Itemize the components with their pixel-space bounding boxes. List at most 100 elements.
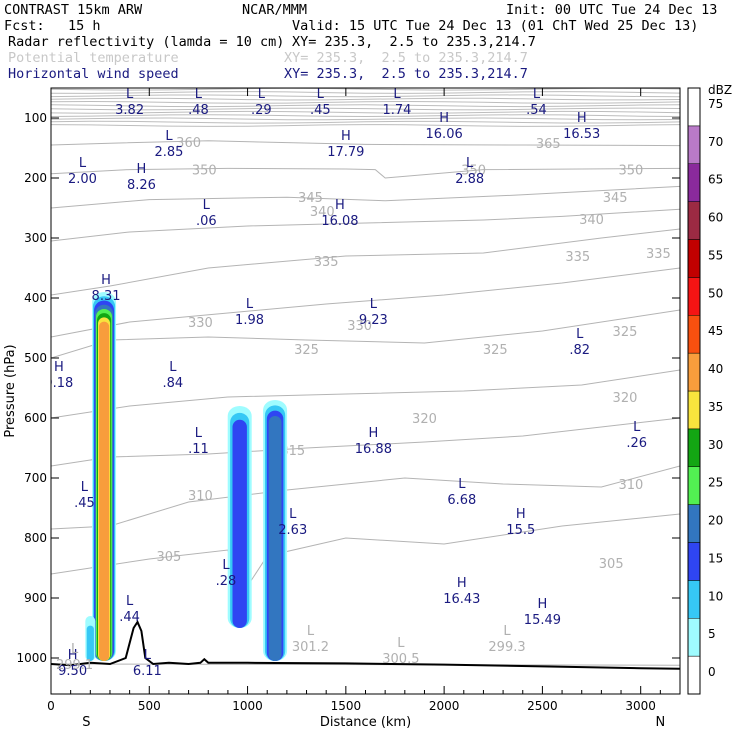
- colorbar-level-label: 70: [708, 135, 723, 149]
- x-tick-label: 1500: [331, 699, 362, 713]
- theta-extremum-value: 299.3: [488, 640, 525, 655]
- field-2-xy: XY= 235.3, 2.5 to 235.3,214.7: [284, 50, 528, 66]
- colorbar-swatch-5: [687, 618, 701, 657]
- wind-extremum-l-symbol: L: [144, 648, 152, 663]
- wind-extremum-value: 17.79: [327, 145, 364, 160]
- wind-extremum-h-symbol: H: [335, 198, 345, 213]
- wind-extremum-value: 15.49: [524, 613, 561, 628]
- wind-extremum-value: 1.98: [235, 313, 264, 328]
- upper-theta-contour: [51, 110, 680, 114]
- colorbar-swatch-65: [687, 163, 701, 202]
- colorbar-level-label: 25: [708, 476, 723, 490]
- theta-label: 340: [579, 213, 604, 228]
- x-tick-label: 0: [47, 699, 55, 713]
- colorbar-swatch-25: [687, 466, 701, 505]
- wind-extremum-l-symbol: L: [393, 87, 401, 102]
- wind-extremum-l-symbol: L: [246, 297, 254, 312]
- wind-extremum-l-symbol: L: [79, 156, 87, 171]
- colorbar-level-label: 10: [708, 589, 723, 603]
- colorbar-level-label: 30: [708, 438, 723, 452]
- y-tick-label: 200: [24, 171, 47, 185]
- wind-extremum-value: 15.5: [506, 523, 535, 538]
- colorbar-level-label: 40: [708, 362, 723, 376]
- wind-extremum-value: 16.53: [563, 127, 600, 142]
- colorbar-swatch-40: [687, 352, 701, 392]
- wind-extremum-l-symbol: L: [165, 129, 173, 144]
- theta-label: 320: [613, 391, 638, 406]
- theta-extremum-value: 300.5: [382, 652, 419, 667]
- x-tick-label: 2500: [527, 699, 558, 713]
- wind-extremum-value: .48: [188, 103, 209, 118]
- wind-extremum-h-symbol: H: [516, 507, 526, 522]
- y-axis-label: Pressure (hPa): [3, 344, 18, 437]
- y-tick-label: 700: [24, 471, 47, 485]
- colorbar-level-label: 35: [708, 400, 723, 414]
- wind-extremum-value: .82: [569, 343, 590, 358]
- wind-extremum-l-symbol: L: [533, 87, 541, 102]
- theta-label: 325: [294, 343, 319, 358]
- colorbar-swatch-10: [687, 580, 701, 619]
- theta-label: 325: [483, 343, 508, 358]
- wind-extremum-l-symbol: L: [126, 594, 134, 609]
- theta-label: 350: [618, 164, 643, 179]
- theta-contour-335: [51, 228, 680, 296]
- theta-label: 310: [618, 478, 643, 493]
- wind-extremum-value: 8.31: [92, 289, 121, 304]
- reflectivity-cell-3-20dbz: [268, 416, 282, 661]
- wind-extremum-value: .45: [310, 103, 331, 118]
- colorbar-level-label: 0: [708, 665, 716, 679]
- colorbar-swatch-15: [687, 542, 701, 581]
- wind-extremum-l-symbol: L: [258, 87, 266, 102]
- valid-time: Valid: 15 UTC Tue 24 Dec 13 (01 ChT Wed …: [292, 18, 699, 34]
- theta-label: 345: [603, 191, 628, 206]
- wind-extremum-value: .06: [196, 214, 217, 229]
- wind-extremum-value: 2.85: [154, 145, 183, 160]
- y-tick-label: 400: [24, 291, 47, 305]
- y-tick-label: 900: [24, 591, 47, 605]
- theta-contour-330: [51, 267, 680, 338]
- colorbar-level-label: 15: [708, 551, 723, 565]
- wind-extremum-h-symbol: H: [368, 426, 378, 441]
- theta-label: 360: [176, 136, 201, 151]
- wind-extremum-value: .26: [626, 436, 647, 451]
- theta-label: 320: [412, 412, 437, 427]
- theta-label: 325: [613, 325, 638, 340]
- wind-extremum-l-symbol: L: [370, 297, 378, 312]
- wind-extremum-value: .45: [74, 496, 95, 511]
- colorbar-swatch-30: [687, 428, 701, 467]
- north-end-label: N: [655, 715, 665, 730]
- wind-extremum-value: 2.88: [455, 172, 484, 187]
- wind-extremum-l-symbol: L: [203, 198, 211, 213]
- wind-extremum-l-symbol: L: [222, 558, 230, 573]
- upper-theta-contour: [51, 117, 680, 121]
- wind-extremum-value: .54: [526, 103, 547, 118]
- upper-theta-contour: [51, 91, 680, 94]
- theta-extremum-symbol: L: [397, 636, 405, 651]
- wind-extremum-value: .28: [216, 574, 237, 589]
- colorbar-swatch-20: [687, 504, 701, 543]
- y-tick-label: 500: [24, 351, 47, 365]
- theta-contour-310: [51, 465, 680, 530]
- colorbar-level-label: 75: [708, 97, 723, 111]
- wind-extremum-value: 9.50: [58, 664, 87, 679]
- wind-extremum-h-symbol: H: [439, 111, 449, 126]
- wind-extremum-value: 6.11: [133, 664, 162, 679]
- colorbar-level-label: 5: [708, 627, 716, 641]
- theta-label: 350: [192, 164, 217, 179]
- theta-label: 310: [188, 489, 213, 504]
- wind-extremum-h-symbol: H: [68, 648, 78, 663]
- y-tick-label: 1000: [16, 651, 47, 665]
- theta-contour-355: [51, 140, 680, 147]
- wind-extremum-l-symbol: L: [169, 360, 177, 375]
- theta-label: 330: [188, 316, 213, 331]
- reflectivity-cell-4-10dbz: [86, 625, 94, 661]
- theta-label: 335: [314, 255, 339, 270]
- terrain-line: [51, 619, 680, 670]
- y-tick-label: 800: [24, 531, 47, 545]
- init-time: Init: 00 UTC Tue 24 Dec 13: [506, 2, 718, 18]
- field-1-xy: XY= 235.3, 2.5 to 235.3,214.7: [292, 34, 536, 50]
- theta-contour-345: [51, 185, 680, 209]
- theta-extremum-symbol: L: [71, 642, 79, 657]
- field-2-name: Potential temperature: [8, 50, 179, 66]
